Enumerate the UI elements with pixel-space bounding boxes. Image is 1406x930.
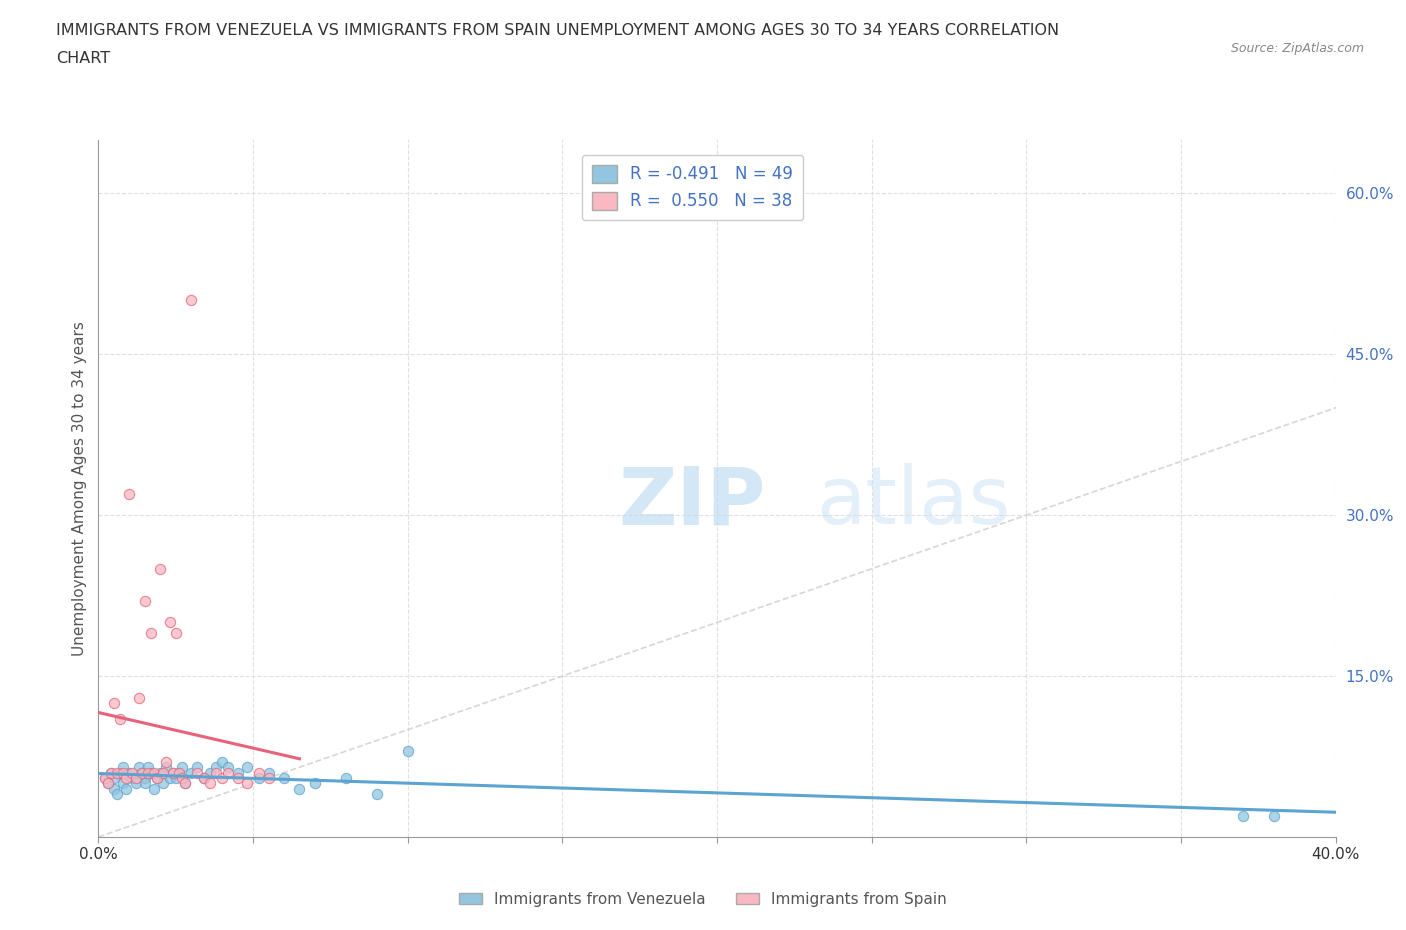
Point [143, 765, 166, 780]
Point [205, 760, 228, 775]
Point [152, 776, 174, 790]
Point [236, 776, 259, 790]
Point [131, 765, 153, 780]
Point [128, 690, 150, 705]
Point [128, 760, 150, 775]
Point [366, 787, 388, 802]
Point [174, 776, 197, 790]
Point [155, 760, 177, 775]
Point [167, 765, 190, 780]
Point [205, 765, 228, 780]
Point [112, 760, 135, 775]
Point [180, 293, 202, 308]
Point [217, 765, 239, 780]
Point [170, 760, 193, 775]
Text: ZIP: ZIP [619, 463, 765, 541]
Point [112, 765, 135, 780]
Point [136, 760, 159, 775]
Legend: Immigrants from Venezuela, Immigrants from Spain: Immigrants from Venezuela, Immigrants fr… [453, 886, 953, 913]
Point [155, 754, 177, 769]
Point [139, 765, 162, 780]
Legend: R = -0.491   N = 49, R =  0.550   N = 38: R = -0.491 N = 49, R = 0.550 N = 38 [582, 154, 803, 220]
Point [124, 771, 146, 786]
Point [186, 765, 208, 780]
Point [124, 776, 146, 790]
Point [165, 771, 187, 786]
Point [1263, 808, 1285, 823]
Point [136, 765, 159, 780]
Point [134, 776, 156, 790]
Point [193, 771, 215, 786]
Point [108, 711, 131, 726]
Text: CHART: CHART [56, 51, 110, 66]
Text: atlas: atlas [815, 463, 1011, 541]
Point [103, 696, 125, 711]
Point [146, 771, 169, 786]
Point [105, 765, 128, 780]
Point [165, 626, 187, 641]
Point [97, 776, 120, 790]
Point [121, 765, 143, 780]
Text: IMMIGRANTS FROM VENEZUELA VS IMMIGRANTS FROM SPAIN UNEMPLOYMENT AMONG AGES 30 TO: IMMIGRANTS FROM VENEZUELA VS IMMIGRANTS … [56, 23, 1059, 38]
Point [93, 771, 115, 786]
Point [93, 771, 115, 786]
Point [226, 771, 249, 786]
Point [198, 765, 221, 780]
Point [1232, 808, 1254, 823]
Point [167, 765, 190, 780]
Point [288, 781, 311, 796]
Point [103, 771, 125, 786]
Point [159, 615, 181, 630]
Point [162, 765, 184, 780]
Point [193, 771, 215, 786]
Point [174, 776, 197, 790]
Point [105, 787, 128, 802]
Point [149, 765, 172, 780]
Point [335, 771, 357, 786]
Point [115, 771, 138, 786]
Y-axis label: Unemployment Among Ages 30 to 34 years: Unemployment Among Ages 30 to 34 years [72, 321, 87, 656]
Point [121, 771, 143, 786]
Point [100, 765, 122, 780]
Point [217, 760, 239, 775]
Point [257, 771, 280, 786]
Point [131, 765, 153, 780]
Point [273, 771, 295, 786]
Point [186, 760, 208, 775]
Point [100, 765, 122, 780]
Point [170, 771, 193, 786]
Point [118, 486, 141, 501]
Point [257, 765, 280, 780]
Point [97, 776, 120, 790]
Point [146, 771, 169, 786]
Point [134, 771, 156, 786]
Point [134, 593, 156, 608]
Text: Source: ZipAtlas.com: Source: ZipAtlas.com [1230, 42, 1364, 55]
Point [211, 754, 233, 769]
Point [139, 626, 162, 641]
Point [247, 765, 270, 780]
Point [118, 765, 141, 780]
Point [211, 771, 233, 786]
Point [304, 776, 326, 790]
Point [236, 760, 259, 775]
Point [143, 781, 166, 796]
Point [226, 765, 249, 780]
Point [112, 776, 135, 790]
Point [198, 776, 221, 790]
Point [108, 765, 131, 780]
Point [149, 562, 172, 577]
Point [159, 771, 181, 786]
Point [115, 781, 138, 796]
Point [162, 765, 184, 780]
Point [152, 765, 174, 780]
Point [103, 781, 125, 796]
Point [396, 744, 419, 759]
Point [247, 771, 270, 786]
Point [180, 765, 202, 780]
